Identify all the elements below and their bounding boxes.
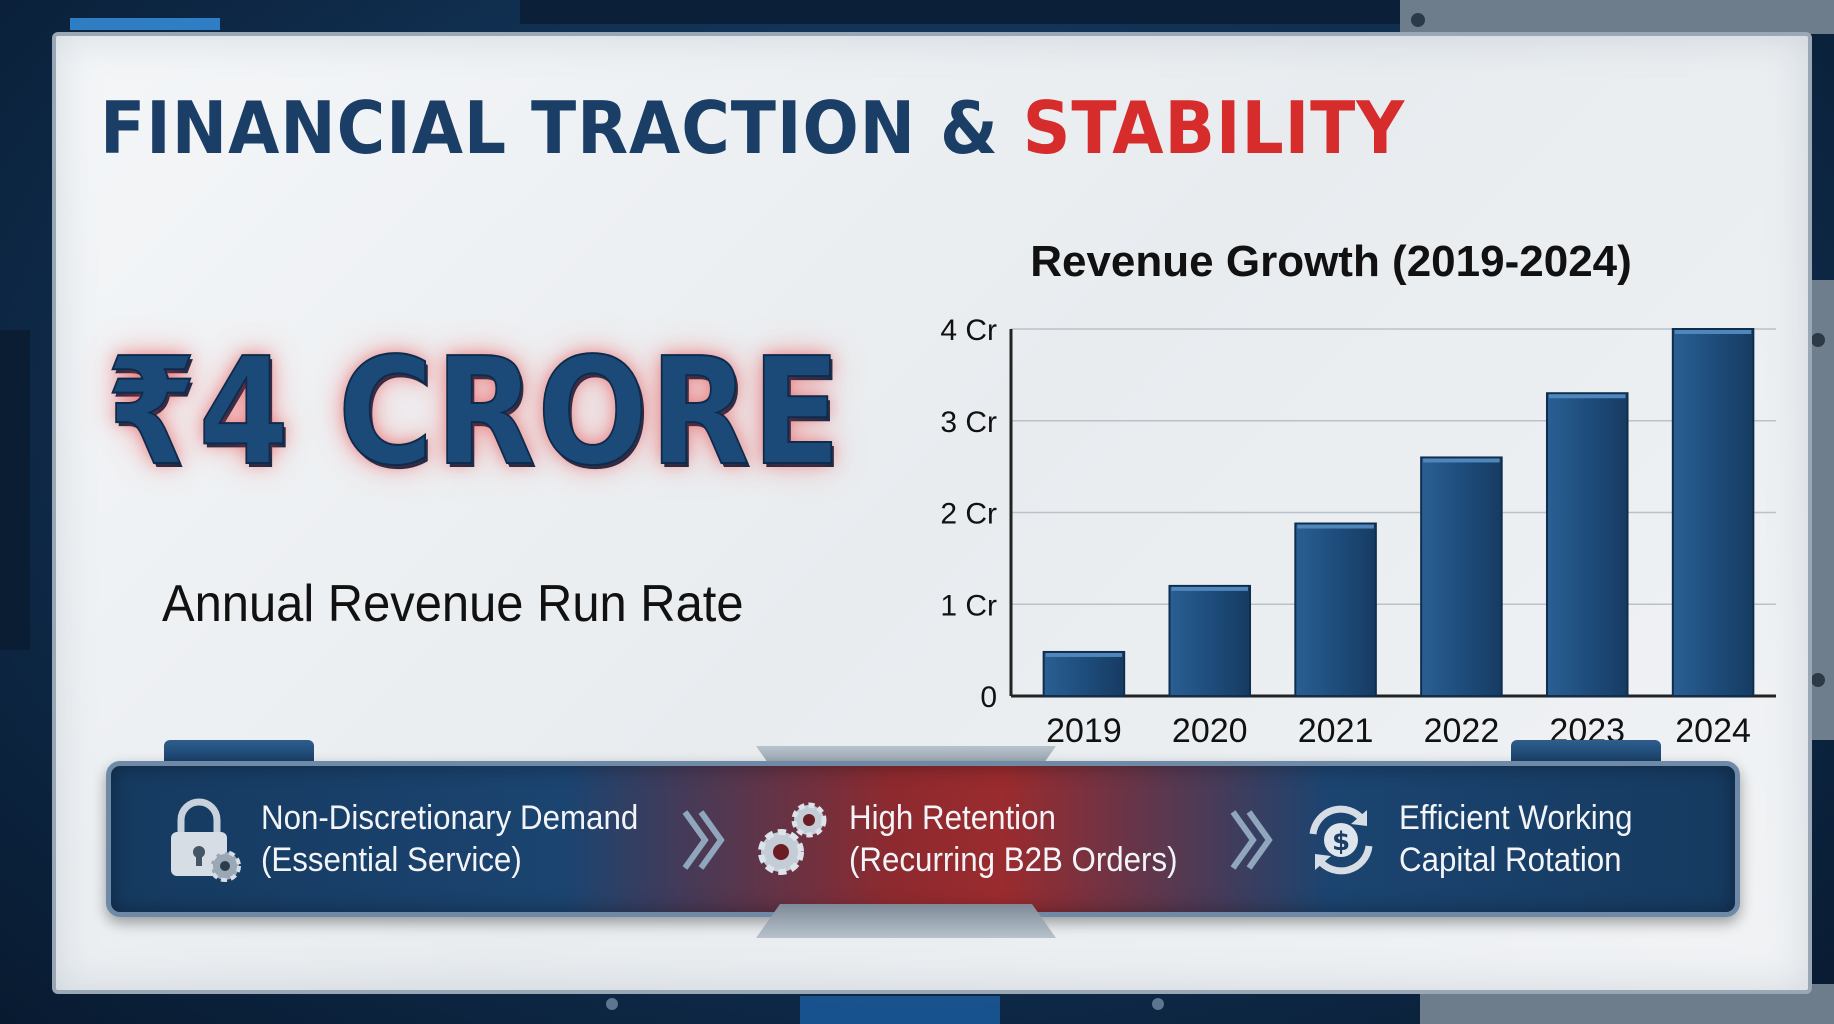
x-tick-label: 2021 bbox=[1298, 712, 1374, 750]
feature-banner: Non-Discretionary Demand (Essential Serv… bbox=[106, 761, 1740, 917]
x-tick-label: 2019 bbox=[1046, 712, 1122, 750]
y-tick-label: 2 Cr bbox=[940, 498, 997, 531]
bar-2020 bbox=[1168, 584, 1252, 697]
banner-plate-bottom bbox=[756, 904, 1056, 938]
banner-line2: Capital Rotation bbox=[1399, 841, 1622, 879]
y-tick-label: 1 Cr bbox=[940, 589, 997, 622]
bar-2019 bbox=[1042, 650, 1126, 697]
bar-2023 bbox=[1545, 392, 1629, 697]
banner-tab-right bbox=[1511, 740, 1661, 762]
bar-highlight bbox=[1548, 394, 1626, 399]
title-part-navy: FINANCIAL TRACTION & bbox=[100, 86, 999, 170]
chart-title: Revenue Growth (2019-2024) bbox=[1030, 237, 1632, 286]
bar-2021 bbox=[1294, 522, 1377, 698]
banner-text-capital: Efficient Working Capital Rotation bbox=[1399, 797, 1633, 881]
x-tick-label: 2024 bbox=[1675, 712, 1751, 750]
bar-highlight bbox=[1045, 652, 1123, 657]
bar-highlight bbox=[1171, 586, 1249, 591]
lock-gear-icon bbox=[171, 798, 241, 882]
banner-line1: Efficient Working bbox=[1399, 799, 1633, 837]
content-panel: FINANCIAL TRACTION & STABILITY ₹4 CRORE … bbox=[52, 32, 1812, 994]
gears-icon bbox=[758, 802, 827, 875]
bar-highlight bbox=[1297, 524, 1374, 529]
revenue-bar-chart: Revenue Growth (2019-2024) 0 1 Cr 2 Cr 3 Cr… bbox=[940, 237, 1776, 750]
bar-highlight bbox=[1423, 458, 1500, 463]
hero-amount: ₹4 CRORE bbox=[105, 325, 843, 499]
banner-text-retention: High Retention (Recurring B2B Orders) bbox=[849, 797, 1178, 881]
banner-item-retention: High Retention (Recurring B2B Orders) bbox=[751, 766, 1206, 912]
banner-line2: (Essential Service) bbox=[261, 841, 522, 879]
dollar-cycle-icon: $ bbox=[1309, 805, 1373, 875]
banner-item-demand: Non-Discretionary Demand (Essential Serv… bbox=[163, 766, 671, 912]
y-tick-label: 0 bbox=[980, 681, 997, 714]
banner-tab-left bbox=[164, 740, 314, 762]
page-title: FINANCIAL TRACTION & STABILITY bbox=[100, 86, 1405, 170]
banner-line1: High Retention bbox=[849, 799, 1056, 837]
bar-highlight bbox=[1674, 330, 1752, 334]
x-tick-label: 2022 bbox=[1424, 712, 1500, 750]
y-tick-label: 3 Cr bbox=[940, 406, 997, 439]
y-tick-label: 4 Cr bbox=[940, 314, 997, 347]
banner-text-demand: Non-Discretionary Demand (Essential Serv… bbox=[261, 797, 638, 881]
chevron-right-icon bbox=[682, 810, 725, 870]
chevron-right-icon bbox=[1230, 810, 1273, 870]
svg-text:$: $ bbox=[1332, 827, 1350, 857]
banner-item-capital: $ Efficient Working Capital Rotation bbox=[1301, 766, 1653, 912]
bar-2022 bbox=[1420, 456, 1503, 697]
x-tick-label: 2020 bbox=[1172, 712, 1248, 750]
hero-caption: Annual Revenue Run Rate bbox=[162, 575, 744, 633]
bar-2024 bbox=[1671, 328, 1755, 697]
title-part-red: STABILITY bbox=[1022, 86, 1406, 170]
banner-line1: Non-Discretionary Demand bbox=[261, 799, 639, 837]
banner-line2: (Recurring B2B Orders) bbox=[849, 841, 1178, 879]
